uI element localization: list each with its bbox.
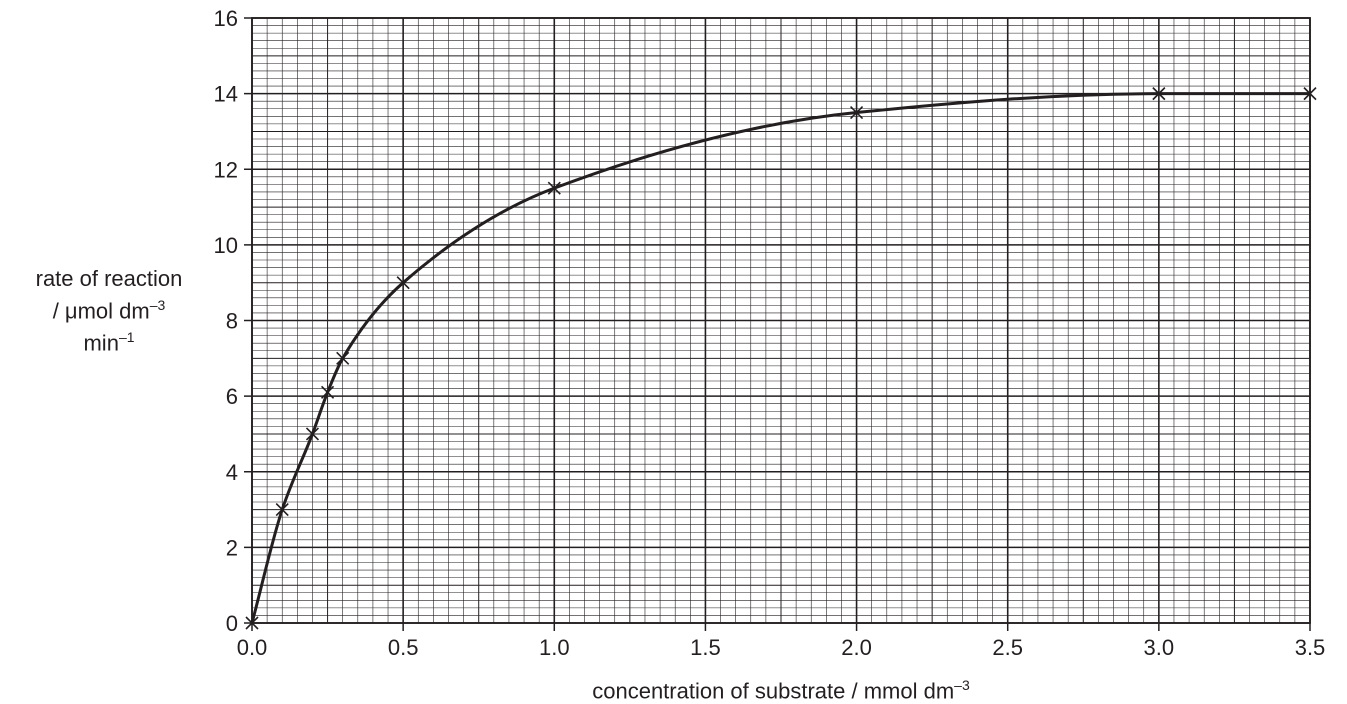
- data-point: [1152, 87, 1166, 101]
- y-tick-label: 6: [226, 384, 238, 409]
- x-axis-label: concentration of substrate / mmol dm–3: [592, 677, 970, 704]
- y-axis-label-line3: min–1: [83, 329, 135, 356]
- x-tick-label: 2.5: [992, 635, 1023, 660]
- y-tick-label: 0: [226, 611, 238, 636]
- y-tick-label: 10: [214, 233, 238, 258]
- data-point: [1303, 87, 1317, 101]
- x-tick-label: 0.5: [388, 635, 419, 660]
- x-tick-label: 0.0: [237, 635, 268, 660]
- y-axis-label: rate of reaction / μmol dm–3 min–1: [0, 266, 218, 357]
- y-tick-labels: 0 2 4 6 8 10 12 14 16: [214, 6, 252, 636]
- data-point: [245, 616, 259, 630]
- x-tick-label: 3.5: [1295, 635, 1326, 660]
- fitted-curve: [250, 92, 1310, 624]
- grid-major: [251, 17, 1311, 624]
- x-tick-label: 3.0: [1144, 635, 1175, 660]
- data-point: [275, 502, 289, 517]
- x-tick-label: 1.0: [539, 635, 570, 660]
- y-tick-label: 12: [214, 157, 238, 182]
- y-tick-label: 4: [226, 460, 238, 485]
- data-point: [321, 385, 335, 399]
- y-axis-label-line2: / μmol dm–3: [52, 297, 166, 324]
- x-tick-label: 1.5: [690, 635, 721, 660]
- x-tick-labels: 0.0 0.5 1.0 1.5 2.0 2.5 3.0 3.5: [237, 623, 1326, 660]
- data-point: [305, 427, 320, 441]
- x-tick-label: 2.0: [841, 635, 872, 660]
- data-point: [850, 105, 864, 120]
- data-point: [396, 276, 410, 290]
- data-point: [336, 351, 350, 365]
- data-point-markers: [245, 87, 1317, 630]
- y-axis-label-line1: rate of reaction: [35, 266, 183, 291]
- y-tick-label: 8: [226, 309, 238, 334]
- y-tick-label: 2: [226, 535, 238, 560]
- y-tick-label: 16: [214, 6, 238, 31]
- series-line: [250, 92, 1310, 624]
- y-tick-label: 14: [214, 82, 238, 107]
- data-point: [547, 181, 561, 195]
